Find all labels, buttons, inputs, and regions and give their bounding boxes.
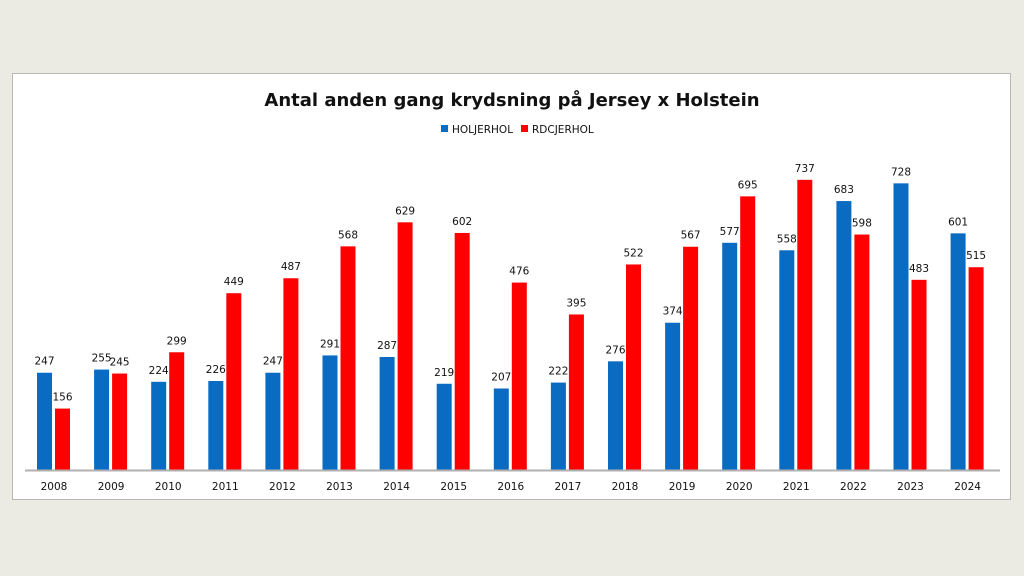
x-tick-label: 2015 [440, 481, 467, 493]
data-label: 207 [491, 371, 511, 383]
data-label: 247 [263, 356, 283, 368]
x-tick-label: 2021 [783, 481, 810, 493]
data-label: 695 [738, 179, 758, 191]
data-label: 728 [891, 166, 911, 178]
bar-rdcjerhol-2012 [283, 278, 299, 470]
x-tick-label: 2009 [98, 481, 125, 493]
data-label: 222 [548, 366, 568, 378]
bar-rdcjerhol-2023 [911, 279, 927, 470]
data-label: 476 [509, 266, 529, 278]
bar-holjerhol-2019 [665, 322, 681, 470]
data-label: 247 [34, 356, 54, 368]
data-label: 287 [377, 340, 397, 352]
data-label: 156 [52, 392, 72, 404]
data-label: 255 [92, 353, 112, 365]
data-label: 558 [777, 233, 797, 245]
data-label: 299 [167, 335, 187, 347]
data-label: 483 [909, 263, 929, 275]
data-label: 226 [206, 364, 226, 376]
bar-holjerhol-2008 [37, 372, 52, 470]
x-tick-label: 2018 [612, 481, 639, 493]
bar-rdcjerhol-2017 [568, 314, 584, 470]
bar-rdcjerhol-2010 [169, 352, 185, 470]
x-tick-label: 2010 [155, 481, 182, 493]
data-label: 567 [681, 230, 701, 242]
bar-rdcjerhol-2018 [626, 264, 641, 470]
bar-holjerhol-2010 [151, 381, 167, 470]
x-tick-label: 2020 [726, 481, 753, 493]
legend-label-holjerhol: HOLJERHOL [452, 124, 513, 136]
data-label: 224 [149, 365, 169, 377]
x-tick-label: 2019 [669, 481, 696, 493]
x-tick-label: 2017 [555, 481, 582, 493]
x-axis-ticks: 2008 2009 2010 2011 2012 2013 2014 2015 2016 2017… [41, 481, 982, 493]
data-label: 522 [623, 247, 643, 259]
chart-title: Antal anden gang krydsning på Jersey x H… [264, 89, 759, 111]
bar-holjerhol-2009 [94, 369, 110, 470]
bar-holjerhol-2018 [608, 361, 623, 470]
bar-holjerhol-2016 [493, 388, 509, 470]
bar-rdcjerhol-2008 [55, 408, 70, 470]
bar-holjerhol-2023 [893, 183, 909, 470]
bar-holjerhol-2020 [722, 242, 738, 470]
legend: HOLJERHOL RDCJERHOL [441, 124, 594, 136]
data-label: 602 [452, 216, 472, 228]
bar-rdcjerhol-2024 [968, 267, 984, 470]
bar-rdcjerhol-2011 [226, 293, 242, 470]
data-label: 276 [605, 344, 625, 356]
data-label: 515 [966, 250, 986, 262]
bar-holjerhol-2021 [779, 250, 795, 470]
x-tick-label: 2011 [212, 481, 239, 493]
bar-holjerhol-2013 [322, 355, 338, 470]
data-label: 291 [320, 338, 340, 350]
data-label: 395 [566, 297, 586, 309]
bar-holjerhol-2012 [265, 372, 281, 470]
data-label: 737 [795, 163, 815, 175]
legend-label-rdcjerhol: RDCJERHOL [532, 124, 594, 136]
bar-rdcjerhol-2019 [683, 246, 699, 470]
data-label: 487 [281, 261, 301, 273]
data-label: 683 [834, 184, 854, 196]
x-tick-label: 2008 [41, 481, 68, 493]
legend-swatch-holjerhol [441, 125, 448, 132]
bar-holjerhol-2017 [550, 382, 566, 470]
bar-rdcjerhol-2015 [454, 232, 470, 470]
bar-rdcjerhol-2020 [740, 196, 756, 470]
data-label: 598 [852, 218, 872, 230]
x-tick-label: 2024 [954, 481, 981, 493]
data-label: 629 [395, 205, 415, 217]
legend-swatch-rdcjerhol [521, 125, 528, 132]
data-label: 449 [224, 276, 244, 288]
bar-holjerhol-2011 [208, 381, 224, 470]
bar-rdcjerhol-2013 [340, 246, 356, 470]
x-tick-label: 2014 [383, 481, 410, 493]
bar-rdcjerhol-2014 [397, 222, 413, 470]
data-label: 577 [720, 226, 740, 238]
x-tick-label: 2022 [840, 481, 867, 493]
bar-rdcjerhol-2016 [511, 282, 527, 470]
x-tick-label: 2016 [497, 481, 524, 493]
data-label: 374 [663, 306, 683, 318]
x-tick-label: 2023 [897, 481, 924, 493]
bar-holjerhol-2022 [836, 201, 852, 470]
bar-rdcjerhol-2022 [854, 234, 870, 470]
x-tick-label: 2012 [269, 481, 296, 493]
bar-holjerhol-2015 [436, 383, 452, 470]
bar-rdcjerhol-2009 [112, 373, 128, 470]
bar-holjerhol-2024 [950, 233, 966, 470]
data-label: 245 [110, 357, 130, 369]
bar-rdcjerhol-2021 [797, 179, 813, 470]
bar-holjerhol-2014 [379, 356, 395, 470]
data-label: 219 [434, 367, 454, 379]
data-label: 601 [948, 216, 968, 228]
data-label: 568 [338, 229, 358, 241]
x-tick-label: 2013 [326, 481, 353, 493]
